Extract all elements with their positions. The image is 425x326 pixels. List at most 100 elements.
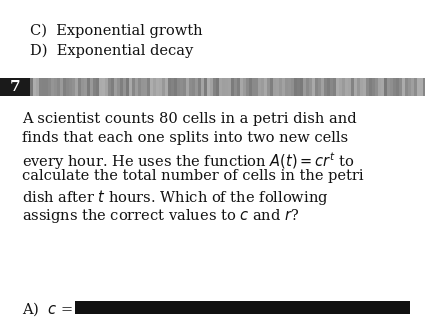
Bar	[147, 78, 150, 96]
Bar	[363, 78, 366, 96]
Bar	[78, 78, 81, 96]
Bar	[18, 78, 21, 96]
Bar	[333, 78, 336, 96]
Bar	[261, 78, 264, 96]
Bar	[114, 78, 117, 96]
Bar	[372, 78, 375, 96]
Bar	[321, 78, 324, 96]
Bar	[111, 78, 114, 96]
Bar	[39, 78, 42, 96]
Text: A scientist counts 80 cells in a petri dish and: A scientist counts 80 cells in a petri d…	[22, 112, 357, 126]
Bar	[252, 78, 255, 96]
Bar	[27, 78, 30, 96]
Bar	[315, 78, 318, 96]
Bar	[42, 78, 45, 96]
Bar	[273, 78, 276, 96]
Bar	[141, 78, 144, 96]
Text: 7: 7	[10, 80, 20, 94]
Bar	[222, 78, 225, 96]
Bar	[171, 78, 174, 96]
Bar	[87, 78, 90, 96]
Bar	[237, 78, 240, 96]
Bar	[213, 78, 216, 96]
Bar	[276, 78, 279, 96]
Bar	[378, 78, 381, 96]
Bar	[0, 78, 30, 96]
Bar	[126, 78, 129, 96]
Bar	[246, 78, 249, 96]
Text: finds that each one splits into two new cells: finds that each one splits into two new …	[22, 131, 348, 145]
Bar	[420, 78, 423, 96]
Bar	[342, 78, 345, 96]
Bar	[240, 78, 243, 96]
Bar	[177, 78, 180, 96]
Text: C)  Exponential growth: C) Exponential growth	[30, 24, 203, 38]
Bar	[399, 78, 402, 96]
Bar	[192, 78, 195, 96]
Bar	[258, 78, 261, 96]
Bar	[75, 78, 78, 96]
Bar	[243, 78, 246, 96]
Bar	[270, 78, 273, 96]
Text: A)  $c$ =: A) $c$ =	[22, 300, 73, 318]
Bar	[12, 78, 15, 96]
Bar	[303, 78, 306, 96]
Bar	[381, 78, 384, 96]
Bar	[81, 78, 84, 96]
Bar	[24, 78, 27, 96]
Bar	[267, 78, 270, 96]
Bar	[51, 78, 54, 96]
Bar	[408, 78, 411, 96]
Bar	[99, 78, 102, 96]
Bar	[414, 78, 417, 96]
Bar	[129, 78, 132, 96]
Bar	[72, 78, 75, 96]
Bar	[123, 78, 126, 96]
Bar	[120, 78, 123, 96]
Bar	[285, 78, 288, 96]
Bar	[144, 78, 147, 96]
Bar	[228, 78, 231, 96]
Bar	[195, 78, 198, 96]
Bar	[411, 78, 414, 96]
Bar	[90, 78, 93, 96]
Bar	[21, 78, 24, 96]
Bar	[255, 78, 258, 96]
Bar	[117, 78, 120, 96]
Bar	[423, 78, 425, 96]
Bar	[150, 78, 153, 96]
Bar	[405, 78, 408, 96]
Bar	[318, 78, 321, 96]
Bar	[162, 78, 165, 96]
Bar	[327, 78, 330, 96]
Bar	[309, 78, 312, 96]
Bar	[183, 78, 186, 96]
Bar	[96, 78, 99, 96]
Bar	[219, 78, 222, 96]
Bar	[234, 78, 237, 96]
Text: calculate the total number of cells in the petri: calculate the total number of cells in t…	[22, 169, 364, 183]
Bar	[165, 78, 168, 96]
Bar	[159, 78, 162, 96]
Bar	[417, 78, 420, 96]
Bar	[264, 78, 267, 96]
Bar	[174, 78, 177, 96]
Bar	[330, 78, 333, 96]
Bar	[60, 78, 63, 96]
Bar	[66, 78, 69, 96]
Bar	[369, 78, 372, 96]
Bar	[351, 78, 354, 96]
Bar	[168, 78, 171, 96]
Bar	[384, 78, 387, 96]
Bar	[324, 78, 327, 96]
Bar	[336, 78, 339, 96]
Bar	[387, 78, 390, 96]
Bar	[9, 78, 12, 96]
Bar	[132, 78, 135, 96]
Text: every hour. He uses the function $A(t) = cr^t$ to: every hour. He uses the function $A(t) =…	[22, 150, 355, 172]
Text: assigns the correct values to $c$ and $r$?: assigns the correct values to $c$ and $r…	[22, 207, 299, 225]
Bar	[0, 78, 3, 96]
Bar	[108, 78, 111, 96]
Bar	[186, 78, 189, 96]
Bar	[156, 78, 159, 96]
